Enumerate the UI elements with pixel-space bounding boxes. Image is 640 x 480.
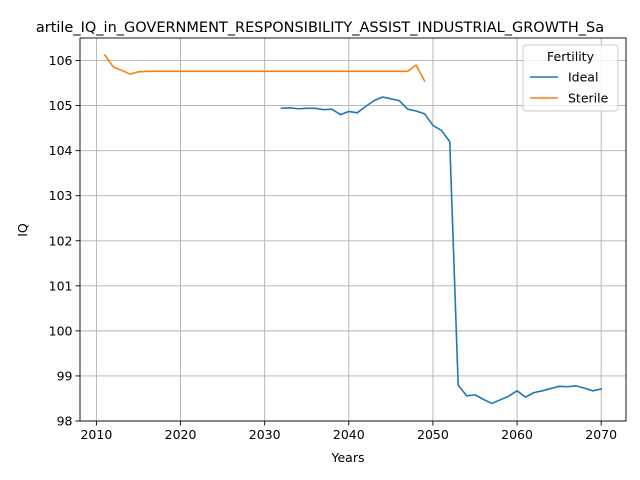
series-lines bbox=[103, 54, 603, 405]
x-axis-ticks: 2010 2020 2030 2040 2050 2060 2070 bbox=[80, 421, 617, 442]
legend-label-sterile: Sterile bbox=[568, 91, 609, 106]
plot-frame bbox=[79, 37, 627, 422]
y-tick-label: 101 bbox=[49, 278, 73, 293]
y-axis-ticks: 98 99 100 101 102 103 104 105 106 bbox=[49, 53, 80, 429]
legend-label-ideal: Ideal bbox=[568, 70, 598, 85]
x-tick-label: 2060 bbox=[501, 427, 533, 442]
x-tick-label: 2030 bbox=[249, 427, 281, 442]
x-tick-label: 2070 bbox=[585, 427, 617, 442]
legend-title: Fertility bbox=[547, 49, 595, 64]
y-axis-label: IQ bbox=[15, 223, 30, 237]
x-tick-label: 2020 bbox=[165, 427, 197, 442]
legend-box bbox=[522, 44, 619, 112]
x-axis-label: Years bbox=[331, 450, 365, 465]
legend: Fertility Ideal Sterile bbox=[522, 44, 619, 112]
y-tick-label: 104 bbox=[49, 143, 73, 158]
series-line-ideal bbox=[280, 96, 603, 405]
y-tick-label: 105 bbox=[49, 98, 73, 113]
y-tick-label: 98 bbox=[57, 414, 73, 429]
y-tick-label: 102 bbox=[49, 233, 73, 248]
chart-title: artile_IQ_in_GOVERNMENT_RESPONSIBILITY_A… bbox=[36, 20, 604, 36]
x-tick-label: 2010 bbox=[80, 427, 112, 442]
series-line-sterile bbox=[103, 54, 426, 82]
y-tick-label: 100 bbox=[49, 323, 73, 338]
y-tick-label: 99 bbox=[57, 368, 73, 383]
x-tick-label: 2040 bbox=[333, 427, 365, 442]
y-tick-label: 103 bbox=[49, 188, 73, 203]
y-tick-label: 106 bbox=[49, 53, 73, 68]
x-tick-label: 2050 bbox=[417, 427, 449, 442]
